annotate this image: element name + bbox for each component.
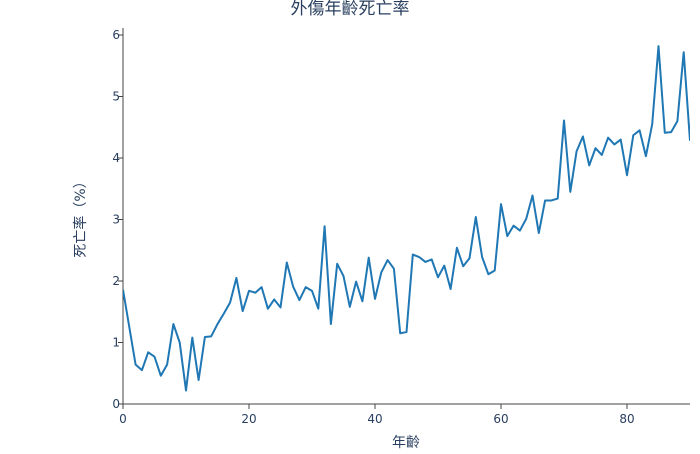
y-tick-label: 4 xyxy=(112,151,120,165)
y-tick-label: 2 xyxy=(112,274,120,288)
chart-title: 外傷年齡死亡率 xyxy=(291,0,410,19)
mortality-series-line xyxy=(123,45,690,392)
axes xyxy=(122,28,690,405)
y-tick-label: 1 xyxy=(112,336,120,350)
y-axis-title: 死亡率（%） xyxy=(72,174,89,257)
y-tick-label: 0 xyxy=(112,397,120,411)
x-ticks: 0 20 40 60 80 xyxy=(119,404,635,426)
y-tick-label: 3 xyxy=(112,213,120,227)
x-tick-label: 60 xyxy=(493,412,508,426)
y-ticks: 0 1 2 3 4 5 6 xyxy=(112,28,123,411)
x-tick-label: 20 xyxy=(241,412,256,426)
y-tick-label: 5 xyxy=(112,90,120,104)
x-tick-label: 80 xyxy=(619,412,634,426)
x-tick-label: 0 xyxy=(119,412,127,426)
y-tick-label: 6 xyxy=(112,28,120,42)
x-axis-title: 年齡 xyxy=(392,435,420,450)
x-tick-label: 40 xyxy=(367,412,382,426)
